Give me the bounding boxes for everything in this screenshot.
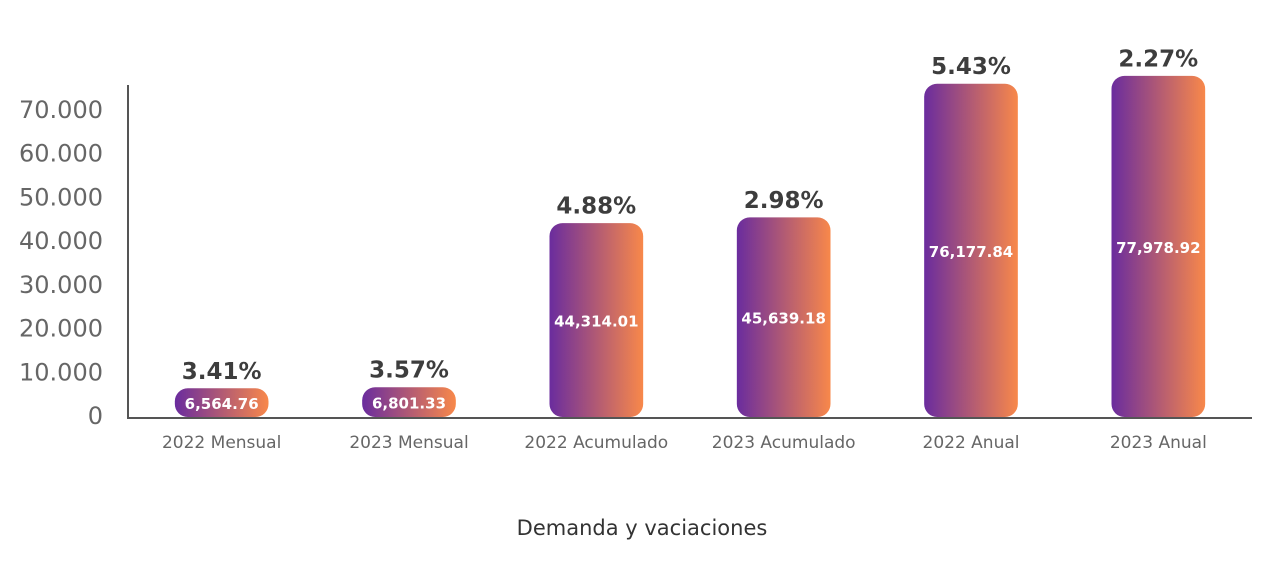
x-tick-label: 2023 Acumulado (712, 433, 856, 453)
value-label: 44,314.01 (554, 313, 638, 331)
variation-label: 3.57% (369, 358, 449, 384)
x-tick-label: 2022 Mensual (162, 433, 281, 453)
y-tick-label: 10.000 (19, 358, 103, 386)
bar (549, 223, 644, 417)
y-tick-label: 50.000 (19, 183, 103, 211)
value-label: 77,978.92 (1116, 239, 1200, 257)
bar (924, 83, 1018, 417)
variation-label: 2.98% (744, 188, 824, 214)
y-tick-label: 40.000 (19, 227, 103, 255)
x-axis-title: Demanda y vaciaciones (517, 516, 768, 540)
value-label: 45,639.18 (741, 310, 825, 328)
x-tick-label: 2023 Anual (1110, 433, 1207, 453)
y-tick-label: 20.000 (19, 315, 103, 343)
value-label: 76,177.84 (929, 243, 1013, 261)
y-tick-label: 30.000 (19, 271, 103, 299)
bar (174, 388, 269, 417)
variation-label: 2.27% (1118, 46, 1198, 72)
variation-label: 3.41% (182, 359, 262, 385)
x-tick-label: 2023 Mensual (349, 433, 468, 453)
y-tick-label: 0 (88, 402, 103, 430)
value-label: 6,801.33 (372, 395, 446, 413)
x-tick-label: 2022 Acumulado (524, 433, 668, 453)
bar (362, 387, 456, 417)
variation-label: 4.88% (556, 194, 636, 220)
y-tick-label: 60.000 (19, 140, 103, 168)
y-tick-label: 70.000 (19, 96, 103, 124)
value-label: 6,564.76 (185, 395, 259, 413)
bar (1111, 75, 1206, 417)
variation-label: 5.43% (931, 54, 1011, 80)
x-tick-label: 2022 Anual (923, 433, 1020, 453)
bar (736, 217, 831, 417)
